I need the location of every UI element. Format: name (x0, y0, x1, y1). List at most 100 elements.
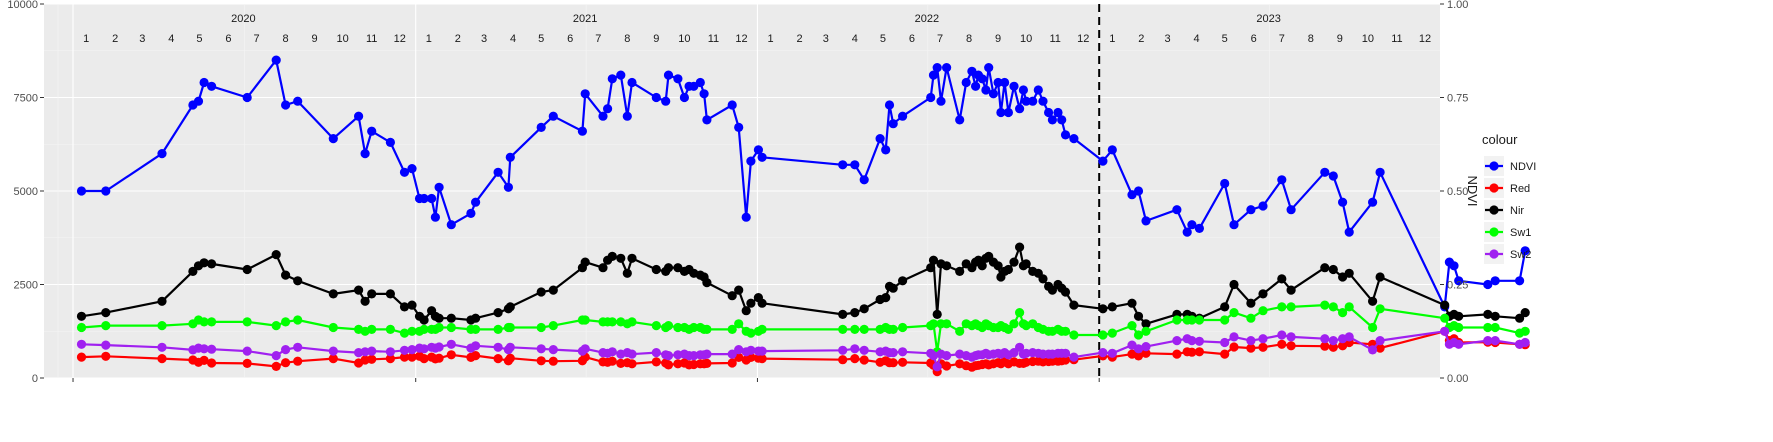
data-point-red (505, 353, 515, 363)
data-point-sw1 (1258, 306, 1268, 316)
data-point-nir (536, 287, 546, 297)
data-point-nir (157, 296, 167, 306)
month-label: 8 (282, 33, 288, 45)
data-point-sw2 (385, 347, 395, 357)
data-point-nir (1047, 285, 1057, 295)
data-point-nir (663, 263, 674, 273)
data-point-sw2 (281, 345, 291, 355)
data-point-red (471, 351, 481, 361)
data-point-nir (434, 313, 444, 323)
month-label: 2 (112, 33, 118, 45)
data-point-sw2 (1454, 339, 1464, 349)
data-point-sw2 (1194, 336, 1204, 346)
data-point-ndvi (293, 96, 303, 106)
data-point-ndvi (850, 160, 860, 170)
data-point-sw2 (536, 344, 546, 354)
data-point-nir (1246, 298, 1256, 308)
data-point-ndvi (838, 160, 848, 170)
data-point-ndvi (977, 74, 987, 84)
month-label: 10 (1362, 33, 1374, 45)
data-point-red (207, 358, 217, 368)
right-tick-label: 0.00 (1447, 373, 1468, 385)
data-point-ndvi (360, 149, 370, 159)
data-point-nir (746, 298, 756, 308)
data-point-red (407, 352, 417, 362)
data-point-sw2 (293, 342, 303, 352)
data-point-sw2 (1483, 336, 1493, 346)
data-point-ndvi (1490, 276, 1500, 286)
data-point-sw2 (1069, 352, 1079, 362)
data-point-sw1 (1328, 302, 1338, 312)
month-label: 11 (708, 33, 719, 45)
data-point-nir (1440, 300, 1450, 310)
data-point-sw1 (1194, 315, 1204, 325)
data-point-nir (598, 263, 608, 273)
data-point-ndvi (955, 115, 965, 125)
data-point-nir (1320, 263, 1330, 273)
data-point-sw2 (1141, 342, 1151, 352)
data-point-ndvi (741, 212, 751, 222)
month-label: 7 (1279, 33, 1285, 45)
data-point-sw2 (1220, 337, 1230, 348)
data-point-nir (1258, 289, 1268, 299)
data-point-ndvi (1038, 96, 1048, 106)
data-point-sw1 (607, 317, 617, 327)
data-point-nir (242, 264, 252, 275)
data-point-nir (859, 304, 869, 314)
month-label: 1 (767, 33, 773, 45)
data-point-ndvi (757, 152, 767, 162)
month-label: 7 (253, 33, 259, 45)
data-point-ndvi (1187, 220, 1197, 230)
left-axis: 0 2500 5000 7500 10000 (7, 0, 44, 385)
data-point-ndvi (981, 85, 991, 95)
month-label: 10 (1020, 33, 1032, 45)
data-point-sw1 (1368, 322, 1378, 333)
data-point-nir (188, 266, 198, 276)
data-point-sw1 (1069, 330, 1079, 340)
data-point-nir (734, 285, 744, 295)
data-point-red (663, 360, 674, 370)
data-point-sw1 (757, 324, 767, 334)
legend-label: Sw2 (1510, 249, 1531, 261)
data-point-red (101, 351, 111, 361)
month-label: 11 (366, 33, 377, 45)
data-point-ndvi (399, 167, 410, 177)
data-point-red (838, 355, 848, 365)
year-label: 2020 (231, 13, 255, 25)
data-point-nir (942, 261, 952, 271)
month-label: 5 (196, 33, 202, 45)
legend: colour NDVI Red Nir Sw1 Sw2 (1482, 132, 1536, 264)
data-point-ndvi (1172, 205, 1182, 215)
data-point-sw2 (399, 345, 410, 355)
data-point-sw2 (1490, 336, 1500, 346)
data-point-red (76, 352, 87, 362)
data-point-nir (1286, 285, 1296, 295)
data-point-nir (446, 313, 456, 323)
data-point-red (281, 358, 291, 368)
data-point-ndvi (1069, 134, 1079, 144)
data-point-sw1 (888, 324, 898, 334)
year-label: 2022 (915, 13, 939, 25)
legend-key-point (1489, 249, 1499, 259)
data-point-sw1 (1277, 302, 1287, 312)
legend-label: Sw1 (1510, 227, 1531, 239)
month-label: 3 (481, 33, 487, 45)
data-point-sw1 (407, 326, 417, 336)
data-point-red (1328, 342, 1338, 352)
data-point-ndvi (1320, 167, 1330, 177)
data-point-nir (607, 251, 617, 261)
data-point-red (888, 358, 898, 368)
right-axis: 0.00 0.25 0.50 0.75 1.00 (1440, 0, 1468, 385)
data-point-sw1 (1375, 304, 1385, 314)
month-label: 12 (1077, 33, 1089, 45)
data-point-nir (1368, 296, 1378, 306)
data-point-ndvi (875, 134, 885, 144)
data-point-ndvi (367, 126, 377, 136)
data-point-nir (360, 296, 370, 306)
data-point-ndvi (627, 77, 637, 88)
data-point-sw1 (850, 324, 860, 334)
data-point-ndvi (580, 89, 590, 99)
data-point-sw1 (838, 324, 848, 334)
data-point-ndvi (1286, 205, 1296, 215)
